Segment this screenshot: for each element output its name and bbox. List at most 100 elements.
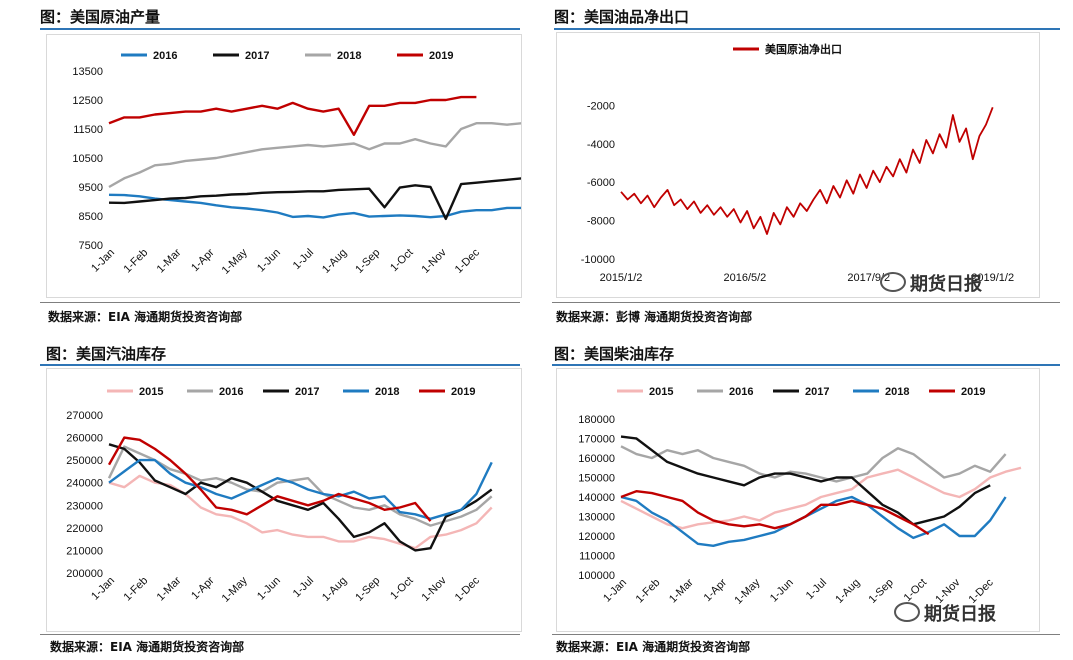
y-tick-label: 150000 xyxy=(578,473,615,485)
watermark: 期货日报 xyxy=(894,600,996,626)
x-tick-label: 1-Apr xyxy=(702,576,730,604)
source-rule xyxy=(552,634,1060,635)
y-tick-label: 7500 xyxy=(79,240,103,252)
x-tick-label: 1-Aug xyxy=(833,577,862,606)
chart-net-exports: -2000 -4000 -6000 -8000 -10000 2015/1/2 2016/5… xyxy=(581,42,1014,284)
legend-label: 2016 xyxy=(153,50,177,62)
source-rule xyxy=(40,634,520,635)
legend-label: 2015 xyxy=(139,386,163,398)
y-tick-label: 10500 xyxy=(72,153,103,165)
y-tick-label: 110000 xyxy=(579,551,615,563)
x-tick-label: 1-Aug xyxy=(320,247,349,276)
legend-label: 2016 xyxy=(729,386,753,398)
x-tick-label: 1-Mar xyxy=(667,576,696,605)
legend-label: 2015 xyxy=(649,386,673,398)
x-tick-label: 1-Jul xyxy=(291,575,316,600)
x-tick-label: 2017/9/2 xyxy=(847,272,890,284)
legend-label: 美国原油净出口 xyxy=(765,42,842,56)
y-tick-label: 210000 xyxy=(66,545,103,557)
y-tick-label: 270000 xyxy=(66,410,103,422)
x-tick-label: 1-Jun xyxy=(255,247,283,275)
wechat-icon xyxy=(894,602,920,622)
chart-frame: 180000 170000 160000 150000 140000 130000 1200… xyxy=(556,368,1040,632)
y-tick-label: 260000 xyxy=(66,433,103,445)
wechat-icon xyxy=(880,272,906,292)
x-tick-label: 1-Jun xyxy=(255,575,283,603)
series-line xyxy=(108,121,523,189)
series-line xyxy=(108,177,523,221)
y-tick-label: 12500 xyxy=(72,95,103,107)
series-line xyxy=(107,436,432,522)
panel-title: 图：美国油品净出口 xyxy=(554,8,690,26)
y-tick-label: -10000 xyxy=(581,254,615,266)
series-line xyxy=(108,95,477,137)
x-tick-label: 1-Sep xyxy=(353,575,382,604)
panel-title: 图：美国柴油库存 xyxy=(554,345,675,363)
y-tick-label: 140000 xyxy=(578,492,615,504)
x-tick-label: 1-Feb xyxy=(121,247,150,276)
watermark-text: 期货日报 xyxy=(910,274,982,295)
x-tick-label: 1-Jul xyxy=(291,247,316,272)
title-rule xyxy=(40,28,520,30)
x-tick-label: 1-Mar xyxy=(155,246,184,275)
source-note: 数据来源：EIA 海通期货投资咨询部 xyxy=(50,640,245,654)
x-tick-label: 1-Apr xyxy=(189,574,217,602)
y-tick-label: 240000 xyxy=(66,478,103,490)
series-line xyxy=(620,466,1022,530)
title-rule xyxy=(40,364,520,366)
x-tick-label: 1-Apr xyxy=(189,246,217,274)
y-tick-label: 220000 xyxy=(66,523,103,535)
legend-label: 2018 xyxy=(885,386,909,398)
x-tick-label: 1-Sep xyxy=(353,247,382,276)
x-tick-label: 1-Oct xyxy=(388,575,416,603)
legend-label: 2017 xyxy=(245,50,269,62)
x-tick-label: 1-Oct xyxy=(388,247,416,275)
legend-label: 2018 xyxy=(337,50,361,62)
series-line xyxy=(620,489,930,536)
source-note: 数据来源：EIA 海通期货投资咨询部 xyxy=(48,310,243,324)
legend-label: 2016 xyxy=(219,386,243,398)
y-tick-label: 100000 xyxy=(578,570,615,582)
x-tick-label: 2015/1/2 xyxy=(600,272,643,284)
legend-label: 2019 xyxy=(451,386,475,398)
x-tick-label: 1-Aug xyxy=(320,575,349,604)
legend-label: 2019 xyxy=(961,386,985,398)
x-tick-label: 1-Feb xyxy=(634,577,663,606)
y-tick-label: 8500 xyxy=(79,211,103,223)
y-tick-label: 250000 xyxy=(66,455,103,467)
y-tick-label: 13500 xyxy=(72,66,103,78)
chart-frame: -2000 -4000 -6000 -8000 -10000 2015/1/2 2016/5… xyxy=(556,32,1040,298)
title-rule xyxy=(554,28,1060,30)
series-line xyxy=(620,445,1007,483)
y-tick-label: 120000 xyxy=(578,531,615,543)
y-tick-label: 9500 xyxy=(79,182,103,194)
x-tick-label: 1-Jun xyxy=(768,577,796,605)
series-line xyxy=(108,458,493,521)
y-tick-label: 160000 xyxy=(578,453,615,465)
x-tick-label: 1-May xyxy=(220,246,250,276)
title-rule xyxy=(552,364,1060,366)
watermark-text: 期货日报 xyxy=(924,604,996,625)
series-line xyxy=(108,193,523,219)
y-tick-label: -2000 xyxy=(587,100,615,112)
series-line xyxy=(620,106,994,235)
y-tick-label: 170000 xyxy=(578,434,615,446)
x-tick-label: 1-Jul xyxy=(804,577,829,602)
x-tick-label: 1-Nov xyxy=(420,246,450,276)
series-line xyxy=(108,443,493,552)
x-tick-label: 1-Mar xyxy=(155,574,184,603)
panel-title: 图：美国汽油库存 xyxy=(46,345,167,363)
legend-label: 2018 xyxy=(375,386,399,398)
y-tick-label: 11500 xyxy=(73,124,103,136)
x-tick-label: 2016/5/2 xyxy=(723,272,766,284)
y-tick-label: -4000 xyxy=(587,139,615,151)
source-note: 数据来源：彭博 海通期货投资咨询部 xyxy=(556,310,753,324)
series-line xyxy=(107,445,493,527)
series-line xyxy=(620,435,991,526)
y-tick-label: 200000 xyxy=(66,568,103,580)
y-tick-label: -8000 xyxy=(587,216,615,228)
chart-frame: 13500 12500 11500 10500 9500 8500 7500 1-Jan 1-F… xyxy=(46,34,523,298)
series-line xyxy=(108,474,493,550)
source-note: 数据来源：EIA 海通期货投资咨询部 xyxy=(556,640,751,654)
legend-label: 2019 xyxy=(429,50,453,62)
